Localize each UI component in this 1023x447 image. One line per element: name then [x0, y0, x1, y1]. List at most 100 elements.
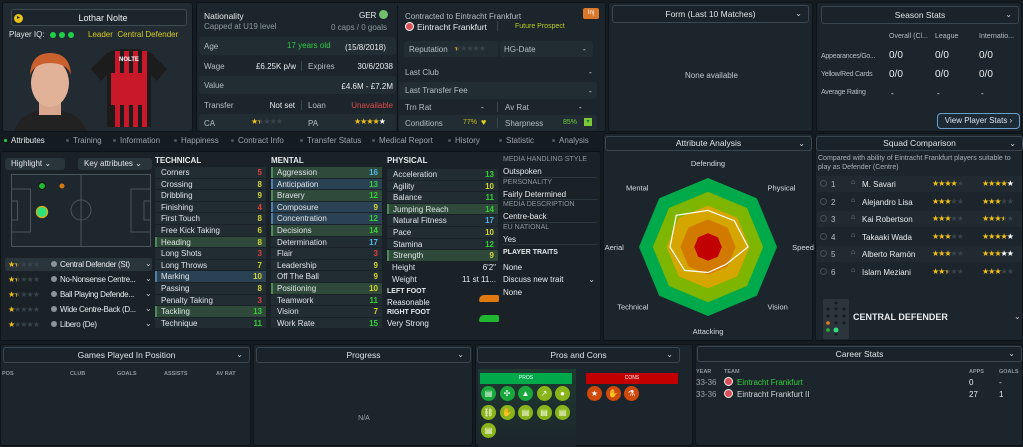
attribute-agility[interactable]: Agility 10	[387, 180, 498, 192]
chevron-down-icon[interactable]: ⌄	[145, 319, 152, 328]
info-icon[interactable]	[51, 276, 57, 282]
attribute-aggression[interactable]: Aggression 16	[271, 167, 382, 178]
tab-statistic[interactable]: Statistic	[499, 136, 534, 145]
report-icon[interactable]: ▤	[518, 404, 533, 420]
attribute-jumping-reach[interactable]: Jumping Reach 14	[387, 203, 498, 215]
attribute-natural-fitness[interactable]: Natural Fitness 17	[387, 215, 498, 226]
radio-icon[interactable]	[820, 180, 827, 187]
attribute-leadership[interactable]: Leadership 9	[271, 259, 382, 271]
role-row[interactable]: ★★★★★ Libero (De) ⌄	[5, 318, 152, 331]
attribute-marking[interactable]: Marking 10	[155, 271, 266, 282]
attribute-first-touch[interactable]: First Touch 8	[155, 213, 266, 224]
radio-icon[interactable]	[820, 232, 827, 240]
inj-badge[interactable]: Inj	[583, 8, 599, 19]
attribute-strength[interactable]: Strength 9	[387, 250, 498, 261]
jump-icon[interactable]: ▲	[518, 386, 533, 401]
squad-row[interactable]: 5 ⌂ Alberto Ramón ★★★★★ ★★★★★	[817, 246, 1022, 262]
report-icon[interactable]: ▤	[481, 423, 496, 438]
chevron-down-icon[interactable]: ⌄	[1005, 10, 1012, 19]
key-attributes-dropdown[interactable]: Key attributes ⌄	[78, 158, 152, 170]
attribute-passing[interactable]: Passing 8	[155, 283, 266, 294]
form-header[interactable]: Form (Last 10 Matches) ⌄	[612, 5, 809, 23]
role-row[interactable]: ★★★★★ Ball Playing Defende... ⌄	[5, 288, 152, 301]
chevron-down-icon[interactable]: ⌄	[1008, 349, 1015, 358]
report-icon[interactable]: ▤	[555, 404, 570, 420]
trend-up-icon[interactable]: ↗	[536, 386, 552, 401]
chevron-down-icon[interactable]: ⌄	[1014, 312, 1021, 321]
squad-row[interactable]: 3 ⌂ Kai Robertson ★★★★★ ★★★★★	[817, 211, 1022, 227]
position-selector-label[interactable]: CENTRAL DEFENDER	[853, 312, 948, 322]
chevron-down-icon[interactable]: ⌄	[1009, 139, 1016, 148]
season-stats-header[interactable]: Season Stats ⌄	[821, 6, 1019, 24]
tab-contract-info[interactable]: Contract Info	[231, 136, 284, 145]
view-player-stats-button[interactable]: View Player Stats ›	[937, 113, 1020, 129]
attribute-stamina[interactable]: Stamina 12	[387, 238, 498, 250]
tab-attributes[interactable]: Attributes	[4, 136, 45, 145]
attribute-corners[interactable]: Corners 5	[155, 167, 266, 178]
career-stats-header[interactable]: Career Stats ⌄	[697, 346, 1022, 362]
attribute-flair[interactable]: Flair 3	[271, 248, 382, 259]
attribute-analysis-header[interactable]: Attribute Analysis ⌄	[605, 136, 812, 151]
tab-history[interactable]: History	[448, 136, 480, 145]
attribute-long-shots[interactable]: Long Shots 3	[155, 248, 266, 259]
chevron-down-icon[interactable]: ⌄	[236, 350, 243, 359]
chevron-down-icon[interactable]: ⌄	[145, 259, 152, 268]
attribute-crossing[interactable]: Crossing 8	[155, 178, 266, 190]
squad-player-name[interactable]: Islam Meziani	[862, 267, 911, 277]
tab-happiness[interactable]: Happiness	[174, 136, 219, 145]
radio-icon[interactable]	[820, 267, 827, 275]
attribute-technique[interactable]: Technique 11	[155, 317, 266, 329]
attribute-dribbling[interactable]: Dribbling 9	[155, 190, 266, 201]
role-row[interactable]: ★★★★★ Central Defender (St) ⌄	[5, 258, 152, 271]
info-icon[interactable]	[51, 291, 57, 297]
career-team[interactable]: Eintracht Frankfurt	[737, 378, 803, 387]
gloves-icon[interactable]: ✋	[605, 386, 621, 401]
squad-row[interactable]: 6 ⌂ Islam Meziani ★★★★★ ★★★★★	[817, 263, 1022, 280]
squad-player-name[interactable]: M. Savari	[862, 180, 896, 189]
attribute-heading[interactable]: Heading 8	[155, 236, 266, 248]
flask-icon[interactable]: ⚗	[624, 386, 639, 401]
chevron-down-icon[interactable]: ⌄	[145, 274, 152, 283]
attribute-composure[interactable]: Composure 9	[271, 201, 382, 213]
report-icon[interactable]: ▤	[536, 404, 552, 420]
club-link[interactable]: Eintracht Frankfurt	[417, 22, 487, 32]
games-played-header[interactable]: Games Played In Position ⌄	[3, 347, 250, 363]
squad-player-name[interactable]: Kai Robertson	[862, 215, 913, 224]
player-status-icon[interactable]: ▸	[14, 14, 23, 23]
attribute-bravery[interactable]: Bravery 12	[271, 190, 382, 201]
squad-comparison-header[interactable]: Squad Comparison ⌄	[816, 136, 1023, 151]
squad-row[interactable]: 2 ⌂ Alejandro Lisa ★★★★★ ★★★★★	[817, 193, 1022, 210]
attribute-vision[interactable]: Vision 7	[271, 306, 382, 317]
attribute-concentration[interactable]: Concentration 12	[271, 213, 382, 224]
squad-player-name[interactable]: Alberto Ramón	[862, 250, 916, 259]
attribute-determination[interactable]: Determination 17	[271, 236, 382, 248]
discuss-trait-dropdown[interactable]: Discuss new trait ⌄	[503, 275, 595, 286]
attribute-off-the-ball[interactable]: Off The Ball 9	[271, 271, 382, 282]
attribute-decisions[interactable]: Decisions 14	[271, 225, 382, 236]
chevron-down-icon[interactable]: ⌄	[145, 289, 152, 298]
position-pitch[interactable]	[11, 174, 151, 247]
tab-information[interactable]: Information	[113, 136, 160, 145]
radio-icon[interactable]	[820, 197, 827, 205]
role-row[interactable]: ★★★★★ Wide Centre-Back (D... ⌄	[5, 303, 152, 316]
squad-player-name[interactable]: Takaaki Wada	[862, 232, 912, 242]
attribute-positioning[interactable]: Positioning 10	[271, 283, 382, 294]
info-icon[interactable]	[51, 261, 57, 267]
chevron-down-icon[interactable]: ⌄	[798, 139, 805, 148]
chevron-down-icon[interactable]: ⌄	[145, 304, 152, 313]
progress-header[interactable]: Progress ⌄	[256, 347, 471, 363]
star-icon[interactable]: ★	[587, 386, 602, 401]
radio-icon[interactable]	[820, 250, 827, 257]
squad-row[interactable]: 4 ⌂ Takaaki Wada ★★★★★ ★★★★★	[817, 228, 1022, 245]
info-icon[interactable]	[51, 321, 57, 327]
chevron-down-icon[interactable]: ⌄	[457, 350, 464, 359]
attribute-long-throws[interactable]: Long Throws 7	[155, 259, 266, 271]
attribute-acceleration[interactable]: Acceleration 13	[387, 169, 498, 180]
attribute-free-kick-taking[interactable]: Free Kick Taking 6	[155, 225, 266, 236]
tab-transfer-status[interactable]: Transfer Status	[300, 136, 361, 145]
career-team[interactable]: Eintracht Frankfurt II	[737, 390, 810, 399]
chevron-down-icon[interactable]: ⌄	[795, 9, 802, 18]
attribute-work-rate[interactable]: Work Rate 15	[271, 317, 382, 329]
attribute-teamwork[interactable]: Teamwork 11	[271, 294, 382, 306]
tab-training[interactable]: Training	[66, 136, 102, 145]
